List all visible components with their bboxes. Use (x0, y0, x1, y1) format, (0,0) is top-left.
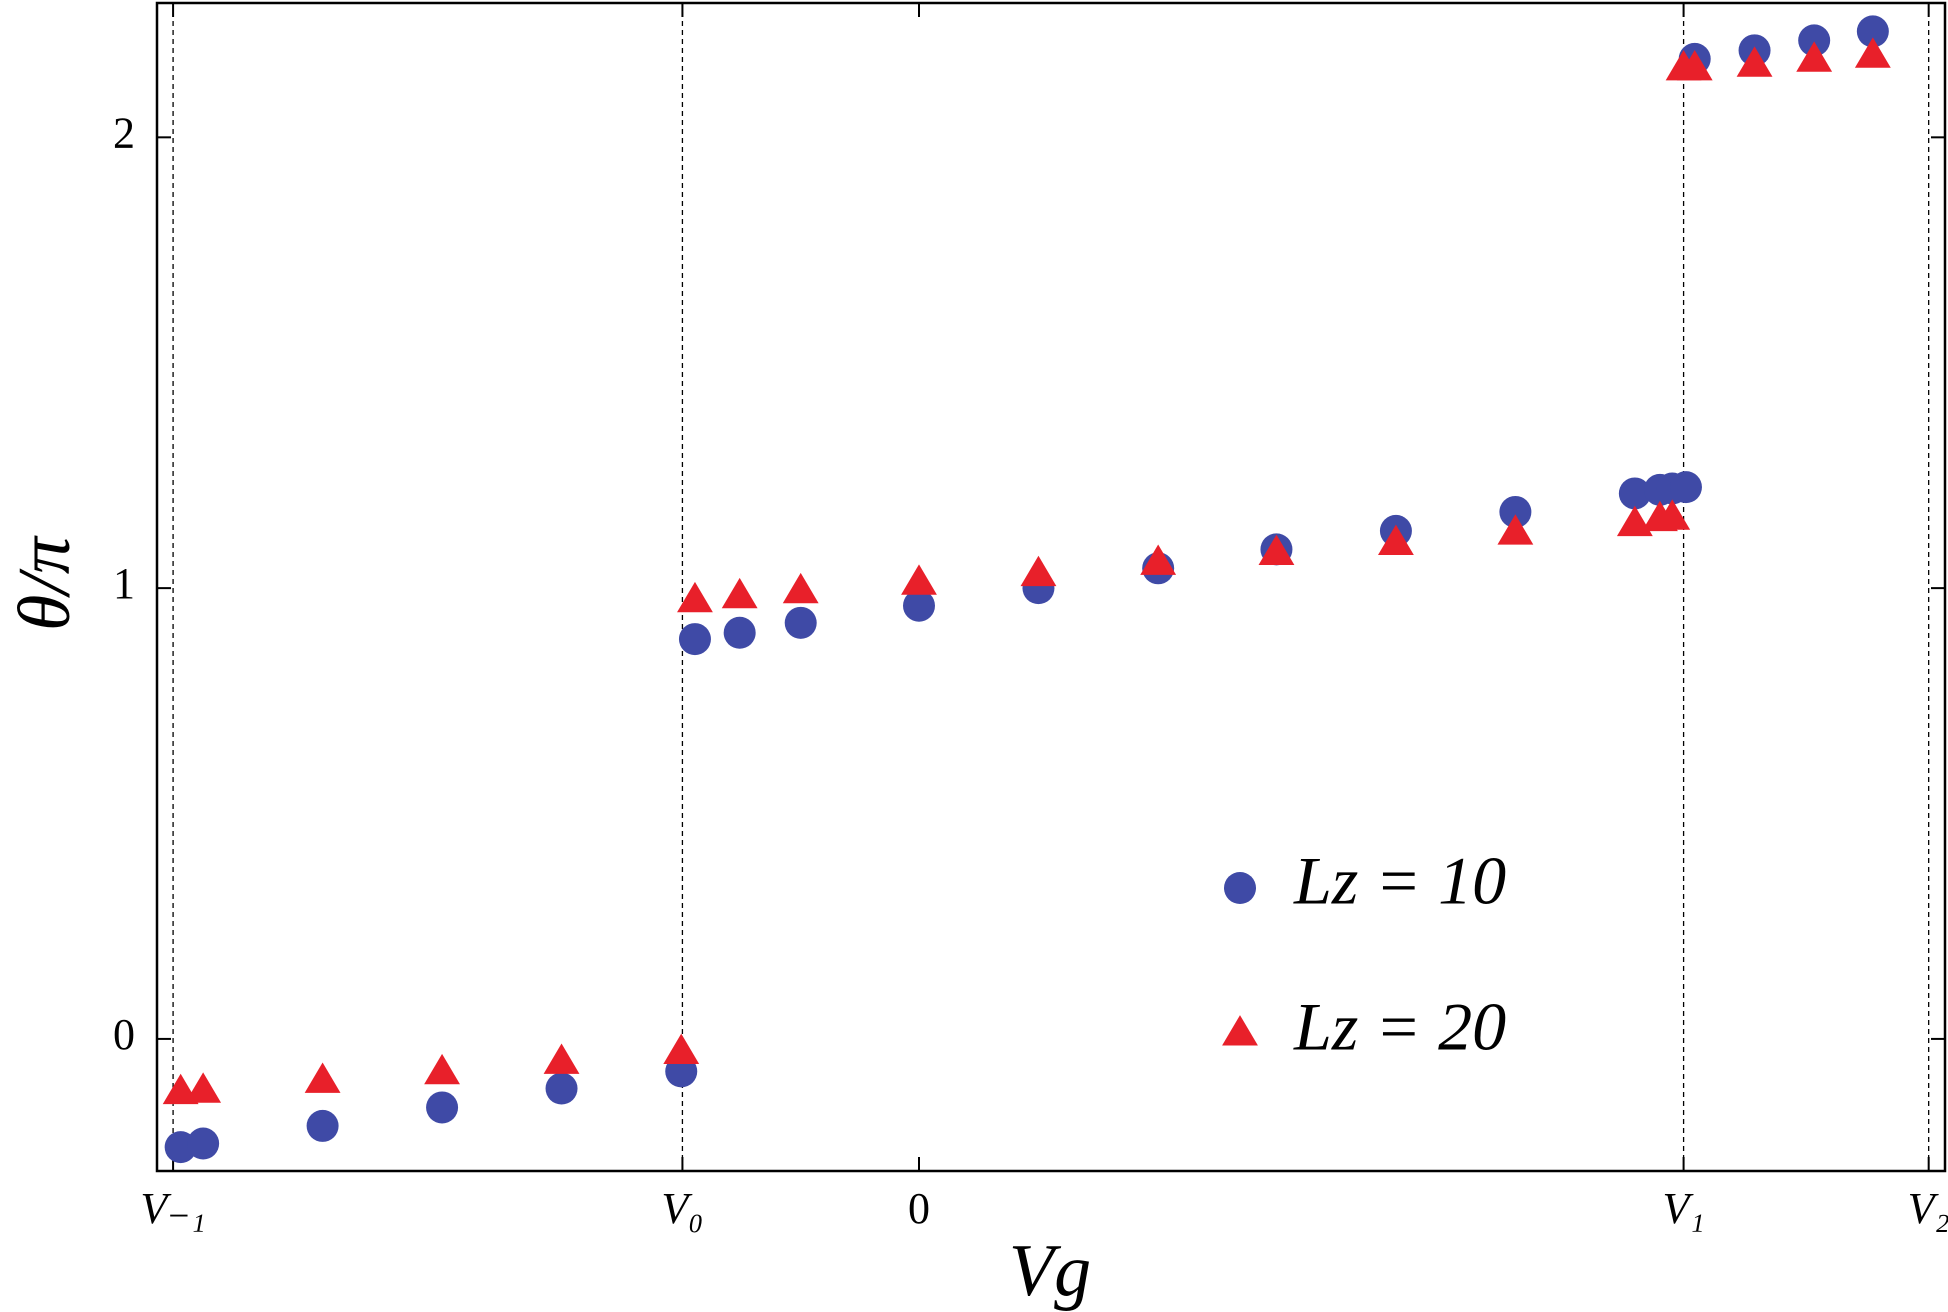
data-point (185, 1072, 222, 1103)
data-point (1497, 514, 1534, 545)
data-point (1854, 37, 1891, 68)
data-point (1856, 15, 1889, 48)
y-tick-label: 0 (113, 1010, 135, 1059)
x-tick-label: V₋₁ (140, 1184, 205, 1233)
legend-label: Lz = 10 (1293, 843, 1506, 919)
data-point (1618, 477, 1651, 510)
x-tick-label: 0 (908, 1184, 930, 1233)
data-point (1796, 41, 1833, 72)
x-tick-label: V₀ (661, 1184, 703, 1233)
data-point (545, 1072, 578, 1105)
data-point (1616, 505, 1653, 537)
data-point (1377, 524, 1414, 556)
data-point (901, 564, 937, 595)
x-tick-label: V₂ (1908, 1184, 1948, 1233)
data-point (1654, 499, 1691, 530)
data-point (663, 1033, 700, 1064)
legend-marker (1224, 872, 1256, 904)
data-point (902, 589, 935, 622)
data-point (784, 606, 817, 639)
data-point (1676, 49, 1713, 81)
data-point (306, 1109, 339, 1142)
data-point (424, 1053, 460, 1085)
x-tick-label: V₁ (1662, 1184, 1704, 1233)
data-point (187, 1127, 220, 1160)
data-point (677, 581, 713, 613)
data-point (1140, 544, 1177, 575)
data-point (1669, 471, 1702, 504)
data-point (678, 623, 711, 656)
data-point (723, 616, 756, 649)
legend-marker (1222, 1015, 1258, 1046)
legend-label: Lz = 20 (1293, 989, 1506, 1065)
data-point (1499, 495, 1532, 528)
data-point (1020, 555, 1057, 587)
y-axis-label: θ/π (4, 535, 86, 631)
y-tick-label: 1 (113, 559, 135, 608)
data-point (1258, 534, 1295, 565)
x-axis-label: Vg (1009, 1230, 1091, 1312)
data-point (304, 1062, 341, 1093)
data-point (1798, 24, 1831, 57)
data-point (543, 1043, 580, 1074)
plot-frame (155, 1, 1947, 1173)
data-point (426, 1091, 459, 1124)
data-point (721, 577, 758, 609)
data-point (1736, 46, 1773, 77)
data-point (782, 572, 819, 604)
y-tick-label: 2 (113, 108, 135, 157)
